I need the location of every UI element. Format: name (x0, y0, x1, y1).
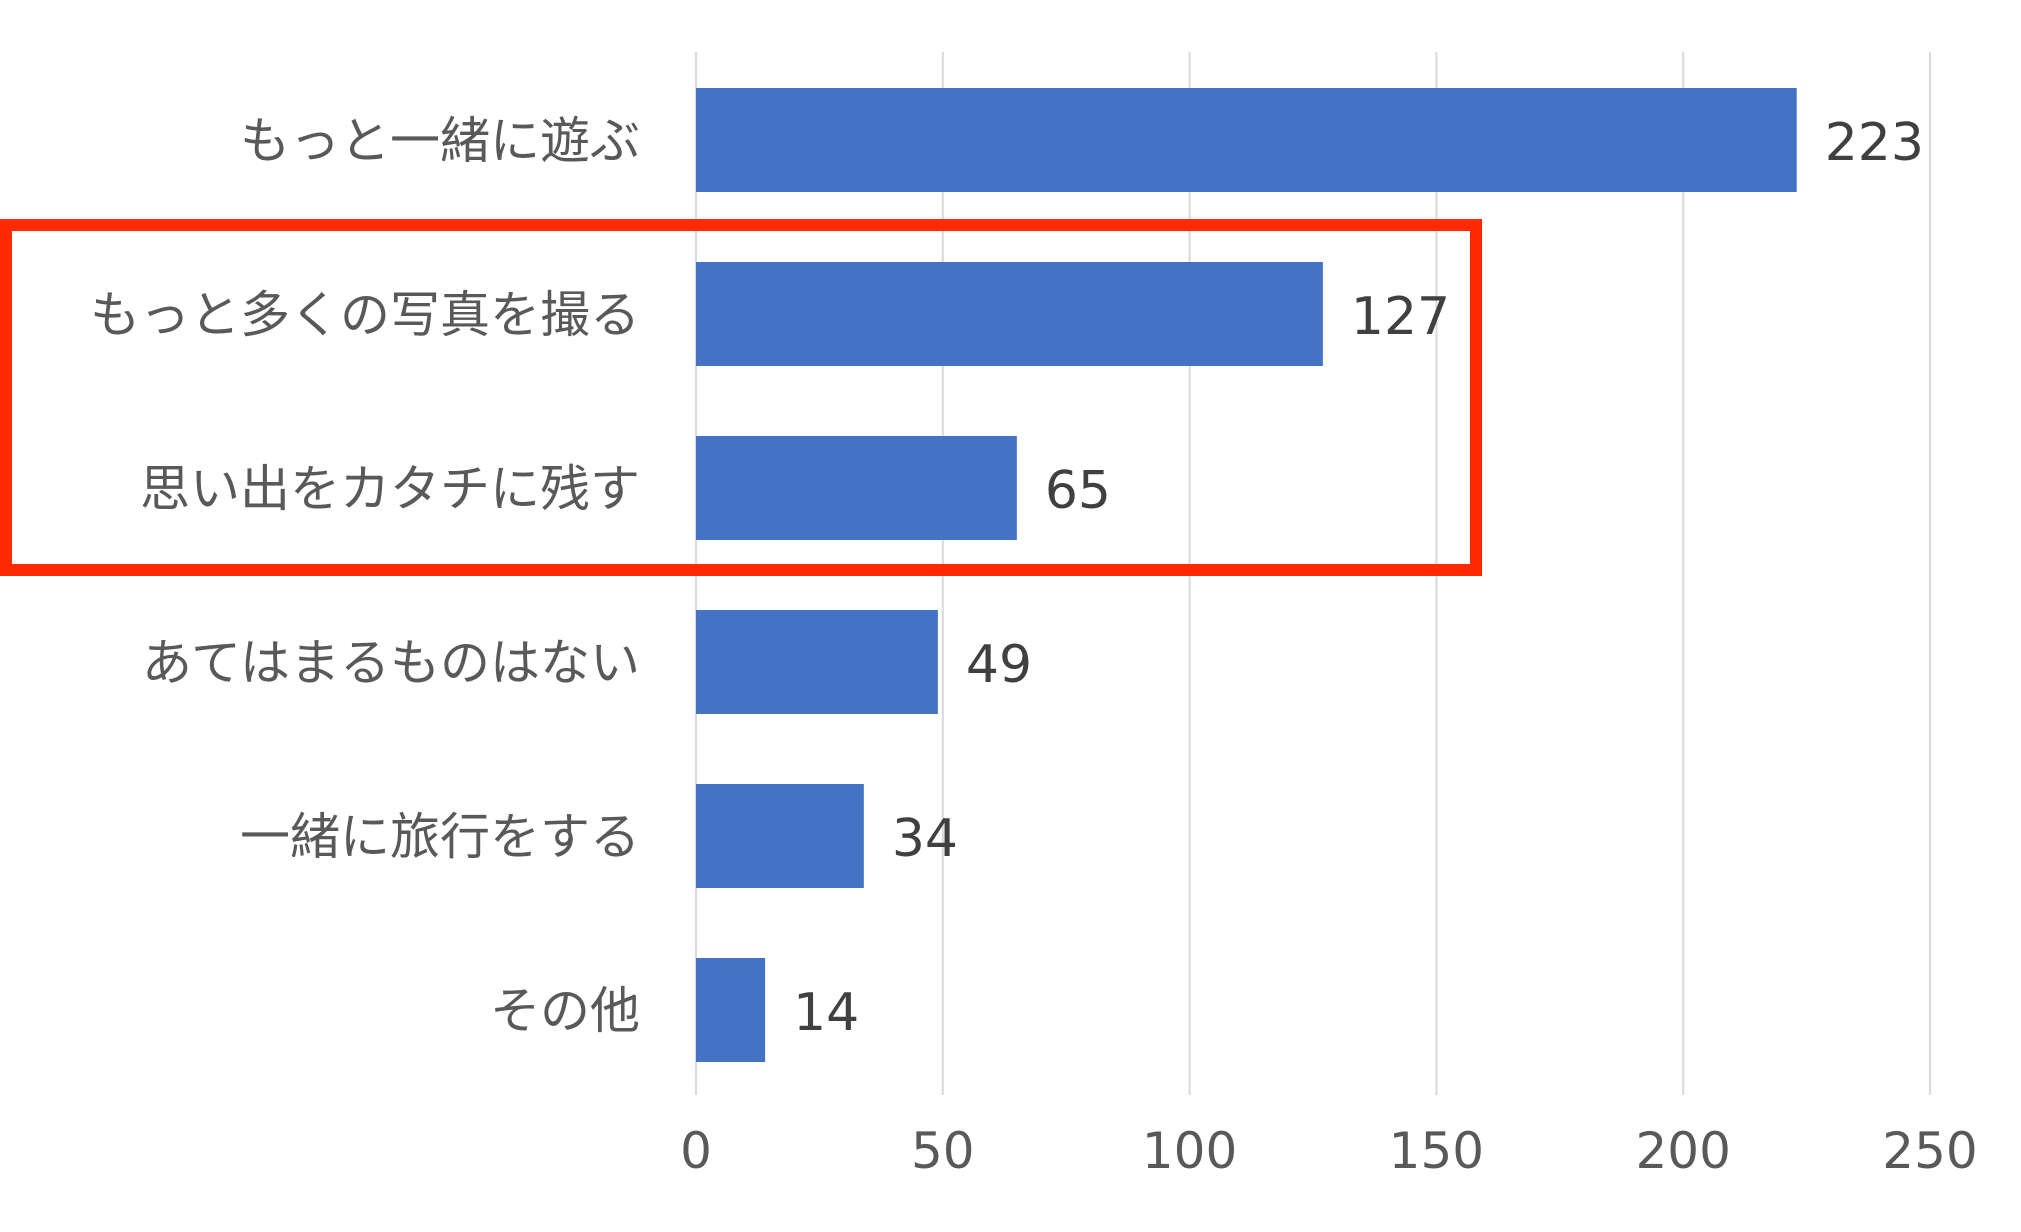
x-tick-label: 50 (911, 1122, 975, 1180)
data-labels: 223 127 65 49 34 14 (793, 113, 1924, 1043)
bar (696, 784, 864, 888)
x-tick-label: 0 (680, 1122, 712, 1180)
bar (696, 262, 1323, 366)
category-label: もっと一緒に遊ぶ (240, 112, 640, 170)
category-label: 思い出をカタチに残す (140, 460, 640, 518)
bar (696, 436, 1017, 540)
data-label: 127 (1351, 287, 1450, 347)
category-label: もっと多くの写真を撮る (90, 286, 640, 344)
x-tick-label: 200 (1635, 1122, 1730, 1180)
data-label: 65 (1045, 461, 1111, 521)
data-label: 49 (966, 635, 1032, 695)
data-label: 223 (1825, 113, 1924, 173)
category-label: あてはまるものはない (142, 634, 640, 692)
category-labels: もっと一緒に遊ぶもっと多くの写真を撮る思い出をカタチに残すあてはまるものはない一… (90, 112, 640, 1040)
category-label: 一緒に旅行をする (240, 808, 640, 866)
bar (696, 958, 766, 1062)
category-label: その他 (490, 982, 640, 1040)
bars (696, 88, 1797, 1062)
x-tick-label: 150 (1389, 1122, 1484, 1180)
x-tick-label: 100 (1142, 1122, 1237, 1180)
x-tick-label: 250 (1882, 1122, 1977, 1180)
bar (696, 88, 1797, 192)
data-label: 34 (892, 809, 958, 869)
data-label: 14 (793, 983, 859, 1043)
highlight-box (0, 219, 1482, 576)
highlight-rectangle (0, 219, 1482, 576)
bar (696, 610, 938, 714)
x-axis-tick-labels: 0 50 100 150 200 250 (680, 1122, 1978, 1180)
